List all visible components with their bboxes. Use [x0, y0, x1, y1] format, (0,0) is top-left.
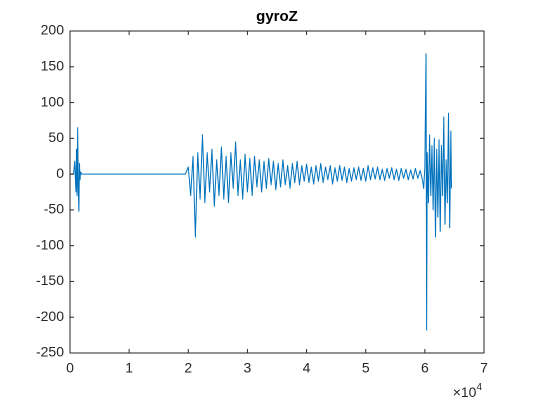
y-tick-label: -250: [36, 344, 64, 360]
x-tick-label: 7: [480, 360, 488, 376]
x-tick-label: 6: [421, 360, 429, 376]
x-tick-label: 1: [125, 360, 133, 376]
x-tick-label: 5: [362, 360, 370, 376]
x-multiplier-exponent: 4: [476, 382, 482, 393]
y-tick-label: 0: [56, 165, 64, 181]
x-multiplier-base: ×10: [453, 384, 477, 400]
x-tick-label: 0: [66, 360, 74, 376]
y-tick-label: 150: [41, 57, 65, 73]
data-line: [70, 53, 452, 331]
axes-box: [69, 30, 485, 354]
x-tick-label: 4: [303, 360, 311, 376]
y-tick-label: -150: [36, 272, 64, 288]
y-tick-label: -50: [44, 201, 64, 217]
y-tick-label: -200: [36, 308, 64, 324]
chart-title: gyroZ: [256, 8, 298, 25]
x-multiplier: ×104: [453, 382, 483, 400]
y-tick-label: 100: [41, 93, 65, 109]
y-tick-label: 200: [41, 22, 65, 38]
x-tick-label: 3: [244, 360, 252, 376]
y-tick-label: -100: [36, 236, 64, 252]
x-tick-label: 2: [184, 360, 192, 376]
y-tick-label: 50: [48, 129, 64, 145]
